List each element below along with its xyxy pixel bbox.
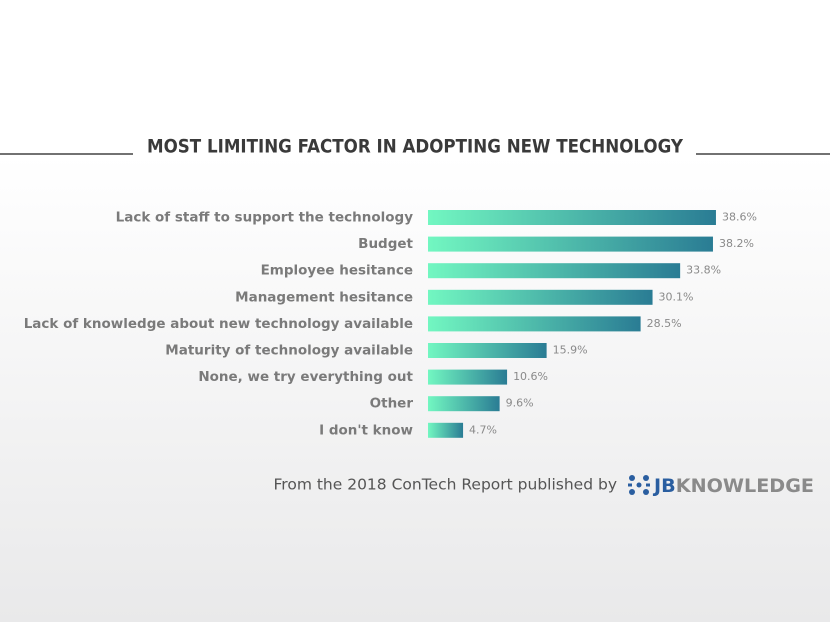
category-label: Employee hesitance <box>261 263 413 279</box>
chart-title: MOST LIMITING FACTOR IN ADOPTING NEW TEC… <box>147 136 683 158</box>
category-label: I don't know <box>319 422 413 438</box>
bar <box>428 263 681 279</box>
value-label: 4.7% <box>469 423 497 436</box>
bar <box>428 369 508 385</box>
category-label: Other <box>370 396 414 412</box>
value-label: 38.2% <box>719 237 754 250</box>
category-label: None, we try everything out <box>198 369 413 385</box>
value-label: 9.6% <box>506 397 534 410</box>
value-label: 28.5% <box>647 317 682 330</box>
value-label: 33.8% <box>686 264 721 277</box>
bar <box>428 210 716 225</box>
category-label: Lack of staff to support the technology <box>116 210 414 226</box>
category-label: Lack of knowledge about new technology a… <box>24 316 413 332</box>
bar <box>428 396 500 412</box>
bar <box>428 316 641 332</box>
value-label: 30.1% <box>659 290 694 303</box>
category-label: Management hesitance <box>235 289 413 305</box>
bar <box>428 422 464 438</box>
logo-bold: JB <box>652 475 676 497</box>
source-text: From the 2018 ConTech Report published b… <box>274 476 617 494</box>
value-label: 15.9% <box>553 344 588 357</box>
value-label: 38.6% <box>722 211 757 224</box>
value-label: 10.6% <box>513 370 548 383</box>
category-label: Maturity of technology available <box>165 343 413 359</box>
bar <box>428 236 713 252</box>
logo-rest: KNOWLEDGE <box>676 475 814 497</box>
logo-icon <box>628 475 650 495</box>
logo: JBKNOWLEDGE <box>652 475 814 497</box>
bar <box>428 289 653 305</box>
category-label: Budget <box>358 236 413 252</box>
bar <box>428 343 547 358</box>
